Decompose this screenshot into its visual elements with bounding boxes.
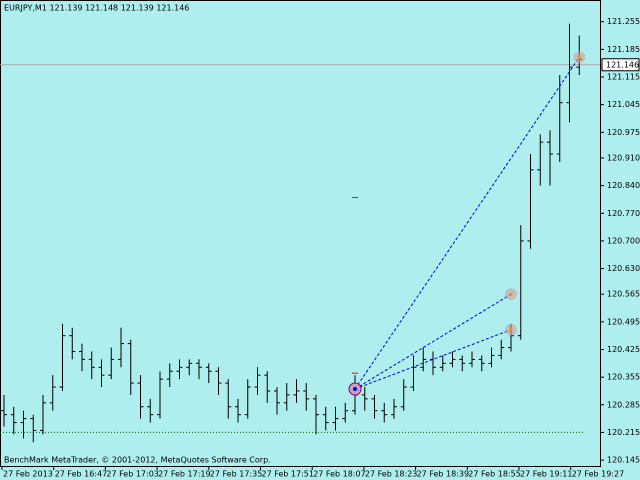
y-tick-label: 120.425 bbox=[607, 345, 640, 354]
y-tick-label: 121.255 bbox=[607, 17, 640, 26]
y-tick-label: 120.355 bbox=[607, 373, 640, 382]
signal-line bbox=[354, 56, 580, 390]
price-label: 121.146 bbox=[606, 60, 639, 69]
x-tick-label: 27 Feb 17:19 bbox=[158, 470, 210, 479]
signal-dot bbox=[509, 328, 513, 332]
signal-line bbox=[354, 293, 512, 390]
signal-dot bbox=[577, 55, 581, 59]
y-tick-label: 121.185 bbox=[607, 45, 640, 54]
price-label-box bbox=[601, 58, 640, 72]
x-tick-label: 27 Feb 16:47 bbox=[55, 470, 107, 479]
x-tick-label: 27 Feb 18:23 bbox=[365, 470, 417, 479]
y-tick-label: 120.910 bbox=[607, 153, 640, 162]
x-tick-label: 27 Feb 17:03 bbox=[106, 470, 158, 479]
y-tick-label: 120.285 bbox=[607, 400, 640, 409]
y-tick-label: 120.495 bbox=[607, 317, 640, 326]
chart-header: EURJPY,M1 121.139 121.148 121.139 121.14… bbox=[4, 4, 189, 13]
x-tick-label: 27 Feb 19:11 bbox=[520, 470, 572, 479]
signal-dot bbox=[509, 292, 513, 296]
y-tick-label: 120.770 bbox=[607, 209, 640, 218]
y-tick-label: 120.215 bbox=[607, 428, 640, 437]
y-tick-label: 120.700 bbox=[607, 236, 640, 245]
x-tick-label: 27 Feb 17:51 bbox=[262, 470, 314, 479]
x-tick-label: 27 Feb 18:39 bbox=[417, 470, 469, 479]
y-tick-label: 120.630 bbox=[607, 264, 640, 273]
y-tick-label: 120.145 bbox=[607, 456, 640, 465]
signal-start-dot bbox=[353, 386, 357, 391]
y-tick-label: 120.840 bbox=[607, 181, 640, 190]
x-tick-label: 27 Feb 18:55 bbox=[468, 470, 520, 479]
y-tick-label: 120.975 bbox=[607, 128, 640, 137]
y-tick-label: 121.045 bbox=[607, 100, 640, 109]
y-tick-label: 121.115 bbox=[607, 73, 640, 82]
x-tick-label: 27 Feb 2013 bbox=[3, 470, 53, 479]
x-tick-label: 27 Feb 19:27 bbox=[572, 470, 624, 479]
footer: BenchMark MetaTrader, © 2001-2012, MetaQ… bbox=[4, 456, 271, 465]
signal-line bbox=[354, 329, 512, 390]
plot-frame bbox=[0, 0, 601, 467]
y-tick-label: 120.565 bbox=[607, 290, 640, 299]
x-tick-label: 27 Feb 17:35 bbox=[210, 470, 262, 479]
x-tick-label: 27 Feb 18:07 bbox=[313, 470, 365, 479]
